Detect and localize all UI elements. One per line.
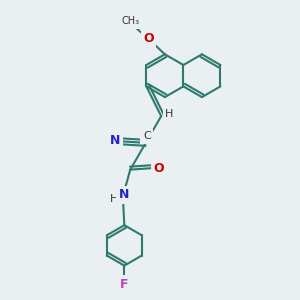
- Text: O: O: [154, 162, 164, 175]
- Text: O: O: [143, 32, 154, 45]
- Text: N: N: [110, 134, 121, 147]
- Text: H: H: [110, 194, 118, 204]
- Text: F: F: [120, 278, 129, 291]
- Text: C: C: [143, 131, 151, 141]
- Text: CH₃: CH₃: [122, 16, 140, 26]
- Text: H: H: [165, 109, 174, 119]
- Text: N: N: [119, 188, 129, 201]
